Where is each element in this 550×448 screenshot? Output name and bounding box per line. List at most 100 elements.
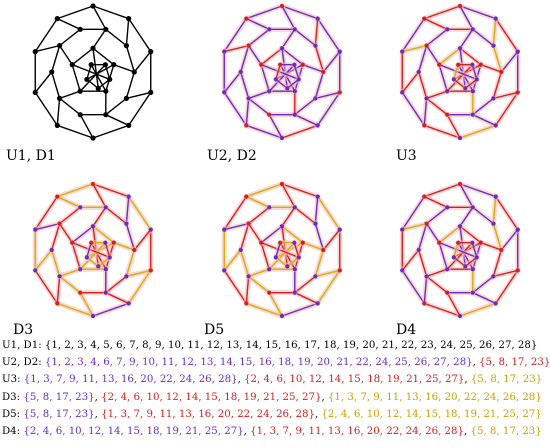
cage-vertex	[78, 267, 83, 272]
cage-edge	[418, 44, 428, 73]
cage-vertex	[126, 194, 131, 199]
cage-edge	[286, 256, 300, 268]
cage-edge	[281, 47, 304, 66]
cage-edge	[79, 242, 107, 270]
cage-edge	[127, 17, 152, 53]
cage-edge	[480, 241, 502, 251]
cage-edge	[446, 242, 474, 270]
edge-set-legend: U1, D1: {1, 2, 3, 4, 5, 6, 7, 8, 9, 10, …	[2, 337, 550, 440]
cage-vertex	[457, 135, 463, 141]
cage-vertex	[313, 43, 318, 48]
cage-edge	[125, 91, 152, 100]
cage-edge	[438, 47, 461, 66]
cage-edge	[92, 183, 107, 209]
cage-vertex	[515, 268, 520, 273]
cage-edge	[245, 97, 250, 127]
cage-edge	[240, 249, 250, 278]
cage-vertex	[90, 181, 96, 187]
cage-vertex	[126, 301, 131, 306]
cage-vertex	[499, 69, 504, 75]
cage-edge	[92, 47, 115, 66]
cage-edge	[418, 249, 428, 278]
cage-vertex	[123, 43, 130, 49]
cage-vertex	[54, 16, 60, 22]
cage-edge	[56, 275, 61, 305]
cage-edge	[51, 44, 61, 73]
legend-prefix: U1, D1:	[2, 340, 42, 351]
cage-vertex	[313, 274, 318, 279]
cage-edge	[293, 64, 300, 81]
cage-vertex	[424, 274, 429, 279]
cage-edge	[125, 71, 135, 100]
edge-group: {2, 4, 6, 10, 12, 14, 15, 18, 19, 21, 25…	[321, 408, 542, 420]
cage-edge	[79, 291, 94, 317]
cage-edge	[86, 63, 115, 81]
cage-edge	[472, 97, 495, 116]
cage-vertex	[445, 290, 450, 295]
cage-vertex	[279, 313, 285, 319]
cage-vertex	[69, 62, 75, 68]
cage-edge	[281, 5, 296, 31]
cage-vertex	[285, 264, 290, 269]
cage-vertex	[493, 194, 498, 199]
edge-group: {5, 8, 17, 23}	[470, 374, 543, 386]
cage-edge	[314, 249, 324, 278]
cage-vertex	[470, 89, 475, 94]
cage-vertex	[126, 16, 132, 22]
cage-edge	[58, 222, 73, 244]
edge-group: {1, 3, 7, 9, 11, 13, 16, 20, 22, 24, 26,…	[23, 374, 238, 386]
cage-vertex	[292, 205, 297, 210]
legend-line-u3: U3: {1, 3, 7, 9, 11, 13, 16, 20, 22, 24,…	[2, 374, 543, 386]
cage-vertex	[244, 301, 249, 306]
cage-vertex	[424, 96, 429, 101]
cage-vertex	[422, 16, 427, 21]
cage-vertex	[478, 62, 483, 67]
cage-edge	[105, 291, 130, 305]
cage-edge	[90, 64, 107, 92]
cage-vertex	[470, 240, 475, 245]
cage-vertex	[78, 205, 83, 210]
cage-vertex	[292, 290, 297, 295]
cage-drawing	[32, 3, 154, 141]
cage-edge	[58, 97, 81, 116]
cage-vertex	[55, 194, 60, 199]
cage-vertex	[259, 240, 264, 245]
cage-edge	[125, 249, 135, 278]
cage-vertex	[491, 274, 496, 279]
cage-vertex	[33, 227, 38, 232]
cage-vertex	[337, 90, 342, 95]
cage-vertex	[78, 290, 83, 295]
cage-drawing	[399, 3, 521, 141]
cage-vertex	[148, 268, 153, 273]
cage-vertex	[445, 89, 450, 94]
cage-edge	[71, 241, 81, 270]
cage-vertex	[493, 301, 498, 306]
cage-vertex	[103, 205, 108, 210]
cage-vertex	[267, 27, 272, 32]
cage-edge	[97, 256, 111, 268]
cage-vertex	[400, 90, 405, 95]
cage-edge	[438, 63, 448, 92]
cage-vertex	[416, 247, 421, 253]
cage-vertex	[300, 62, 305, 67]
cage-vertex	[422, 301, 427, 306]
panel-label-u1-d1: U1, D1	[6, 148, 56, 164]
cage-vertex	[88, 62, 94, 68]
cage-edge	[459, 183, 474, 209]
cage-vertex	[267, 89, 272, 94]
cage-edge	[314, 91, 341, 100]
cage-vertex	[313, 96, 318, 101]
cage-vertex	[300, 240, 305, 245]
cage-vertex	[279, 46, 285, 51]
cage-edge	[459, 47, 482, 66]
cage-edge	[34, 222, 61, 231]
cage-edge	[494, 269, 519, 305]
cage-vertex	[478, 240, 483, 245]
edge-group: {5, 8, 17, 23}	[23, 408, 95, 420]
cage-vertex	[279, 181, 285, 187]
cage-vertex	[337, 268, 342, 273]
cage-edge	[260, 241, 270, 270]
cage-edge	[316, 17, 341, 53]
legend-line-d3: D3: {5, 8, 17, 23}, {2, 4, 6, 10, 12, 14…	[2, 391, 542, 403]
cage-vertex	[103, 267, 108, 272]
